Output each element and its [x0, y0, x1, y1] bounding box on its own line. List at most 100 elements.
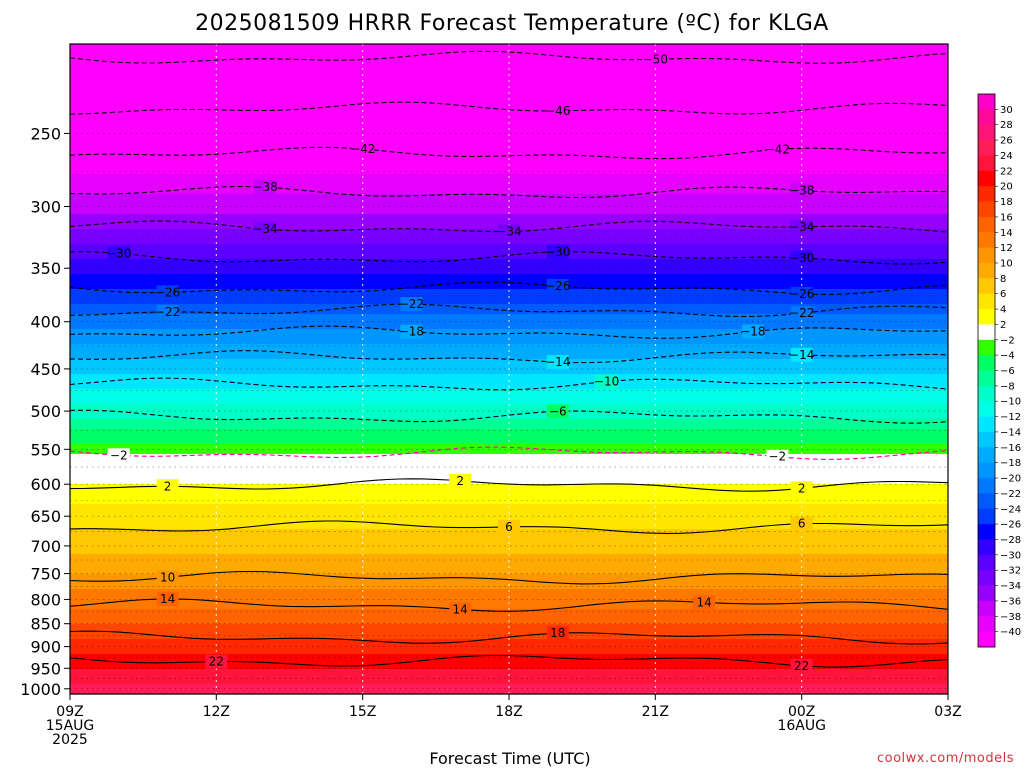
temperature-band	[70, 459, 948, 465]
contour-label: 18	[550, 626, 565, 640]
temperature-band	[70, 494, 948, 500]
colorbar-label: −10	[1000, 397, 1021, 408]
contour-label: −6	[549, 404, 567, 418]
temperature-band	[70, 344, 948, 350]
temperature-band	[70, 484, 948, 490]
temperature-band	[70, 479, 948, 485]
temperature-band	[70, 659, 948, 665]
contour-line	[69, 570, 949, 585]
temperature-band	[70, 269, 948, 275]
colorbar-label: −22	[1000, 489, 1021, 500]
contour-label: 14	[696, 595, 711, 609]
temperature-band	[70, 44, 948, 50]
temperature-band	[70, 154, 948, 160]
contour-label-bg	[766, 449, 789, 464]
contour-label-bg	[693, 595, 716, 610]
temperature-band	[70, 604, 948, 610]
colorbar-label: 6	[1000, 289, 1006, 300]
colorbar-label: −6	[1000, 366, 1015, 377]
contour-label: −50	[643, 52, 668, 66]
contour-label-bg	[790, 481, 813, 496]
contour-label-bg	[546, 244, 569, 259]
colorbar-label: −34	[1000, 581, 1021, 592]
temperature-band	[70, 514, 948, 520]
contour-label-bg	[790, 516, 813, 531]
colorbar-swatch	[978, 416, 995, 433]
colorbar-swatch	[978, 447, 995, 463]
contour-label: −22	[155, 305, 180, 319]
temperature-band	[70, 509, 948, 515]
contour-label-bg	[644, 52, 667, 67]
temperature-band	[70, 164, 948, 170]
temperature-band	[70, 244, 948, 250]
contour-label: −30	[106, 246, 131, 260]
temperature-band	[70, 549, 948, 555]
contour-label-bg	[107, 448, 130, 463]
contour-label: −18	[740, 325, 765, 339]
temperature-band	[70, 274, 948, 280]
temperature-band	[70, 399, 948, 405]
contour-label: 2	[456, 474, 464, 488]
temperature-band	[70, 159, 948, 165]
contour-line	[69, 101, 949, 115]
contour-label-bg	[156, 570, 179, 585]
temperature-band	[70, 429, 948, 435]
temperature-band	[70, 59, 948, 65]
contour-label-bg	[741, 324, 764, 339]
contour-label-bg	[156, 479, 179, 494]
contour-label: 14	[453, 602, 468, 616]
x-tick-label: 09Z 15AUG 2025	[46, 704, 95, 748]
temperature-band	[70, 279, 948, 285]
temperature-band	[70, 89, 948, 95]
temperature-band	[70, 579, 948, 585]
temperature-band	[70, 464, 948, 470]
contour-line	[69, 446, 949, 460]
y-tick-label: 700	[30, 537, 61, 556]
contour-label-bg	[107, 246, 130, 261]
contour-label-bg	[766, 142, 789, 157]
colorbar-swatch	[978, 431, 995, 448]
x-tick-label: 00Z 16AUG	[777, 704, 826, 734]
contour-label-bg	[546, 355, 569, 370]
temperature-band	[70, 219, 948, 225]
contour-label-bg	[546, 626, 569, 641]
contour-label-bg	[546, 404, 569, 419]
x-tick-label: 18Z	[495, 704, 522, 720]
contour-label-bg	[351, 142, 374, 156]
temperature-band	[70, 94, 948, 100]
y-tick-label: 850	[30, 615, 61, 634]
contour-label: −22	[789, 306, 814, 320]
contour-labels: −50−46−42 −42−38 −38−34 −34 −34−30 −30 −30−26−…	[106, 52, 814, 673]
colorbar-swatch	[978, 600, 995, 617]
temperature-band	[70, 394, 948, 400]
colorbar-swatch	[978, 170, 995, 187]
contour-label: 22	[209, 655, 224, 669]
contour-label-bg	[790, 250, 813, 265]
contour-line	[69, 377, 949, 391]
contour-label: −34	[496, 225, 521, 239]
temperature-band	[70, 209, 948, 215]
colorbar-swatch	[978, 262, 995, 279]
contour-label: −2	[768, 450, 786, 464]
colorbar-label: 30	[1000, 105, 1013, 116]
colorbar-label: 2	[1000, 320, 1006, 331]
temperature-band	[70, 284, 948, 290]
contour-label-bg	[156, 304, 179, 319]
temperature-band	[70, 119, 948, 125]
colorbar-label: 12	[1000, 243, 1013, 254]
temperature-band	[70, 424, 948, 430]
temperature-band	[70, 74, 948, 80]
contour-label-bg	[156, 285, 179, 300]
temperature-band	[70, 299, 948, 305]
contour-label-bg	[790, 219, 813, 234]
temperature-band	[70, 304, 948, 310]
contour-label: −26	[789, 287, 814, 301]
contour-label: −42	[765, 142, 790, 156]
colorbar-swatch	[978, 186, 995, 202]
plot-area: −50−46−42 −42−38 −38−34 −34 −34−30 −30 −30−26−…	[69, 43, 949, 695]
temperature-band	[70, 309, 948, 315]
contour-label-bg	[790, 286, 813, 301]
colorbar-swatch	[978, 554, 995, 571]
colorbar-label: −18	[1000, 458, 1021, 469]
colorbar-swatch	[978, 508, 995, 525]
